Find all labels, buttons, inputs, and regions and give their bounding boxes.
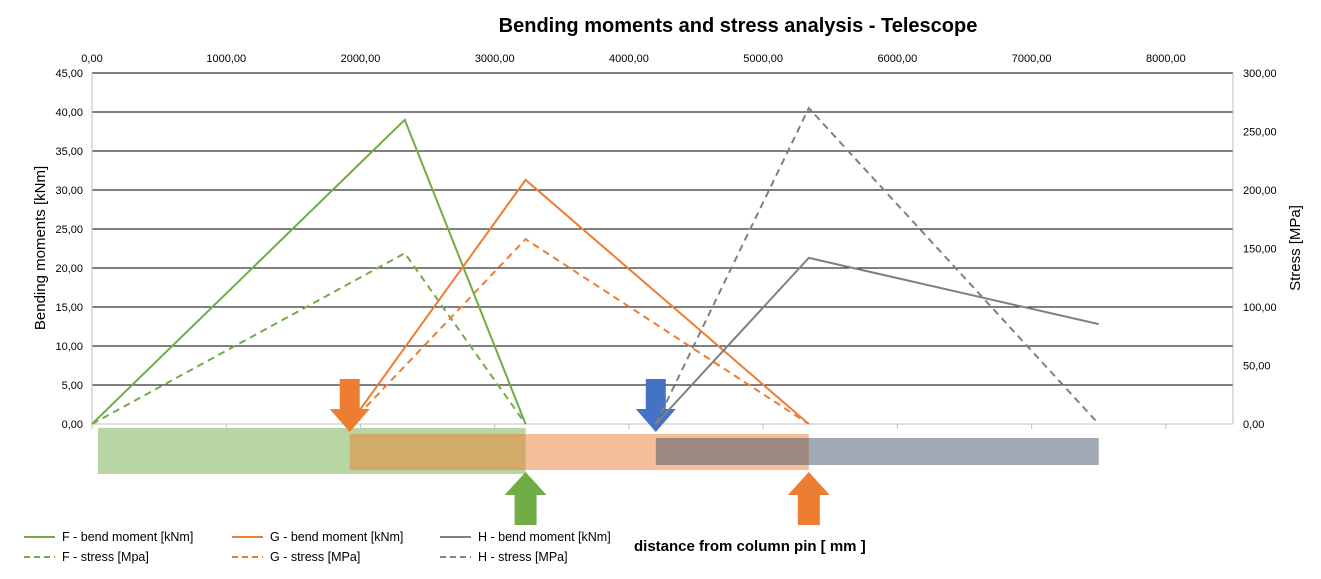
chart-title: Bending moments and stress analysis - Te… bbox=[499, 15, 978, 37]
y2-axis-label: Stress [MPa] bbox=[1287, 205, 1304, 291]
y-axis-ticks: 0,00 5,00 10,00 15,00 20,00 25,00 30,00 35,00 40… bbox=[55, 68, 83, 431]
y2-axis-ticks: 0,00 50,00 100,00 150,00 200,00 250,00 300,00 bbox=[1243, 68, 1277, 431]
arrow-down bbox=[635, 379, 676, 432]
series-line bbox=[91, 251, 527, 425]
x-tick-label: 2000,00 bbox=[341, 53, 381, 65]
legend-label: F - bend moment [kNm] bbox=[62, 530, 193, 544]
y2-tick-label: 150,00 bbox=[1243, 244, 1277, 256]
x-tick-label: 8000,00 bbox=[1146, 53, 1186, 65]
x-tick-label: 6000,00 bbox=[878, 53, 918, 65]
y-tick-label: 15,00 bbox=[55, 302, 83, 314]
x-tick-label: 3000,00 bbox=[475, 53, 515, 65]
x-tick-label: 0,00 bbox=[81, 53, 102, 65]
y-tick-label: 45,00 bbox=[55, 68, 83, 80]
y-tick-label: 20,00 bbox=[55, 263, 83, 275]
series-line bbox=[348, 178, 810, 425]
x-tick-label: 1000,00 bbox=[206, 53, 246, 65]
y2-tick-label: 200,00 bbox=[1243, 185, 1277, 197]
y-tick-label: 35,00 bbox=[55, 146, 83, 158]
y-tick-label: 30,00 bbox=[55, 185, 83, 197]
series-line bbox=[654, 106, 1100, 425]
y2-tick-label: 0,00 bbox=[1243, 419, 1264, 431]
arrow-up bbox=[787, 472, 830, 525]
y-tick-label: 0,00 bbox=[62, 419, 83, 431]
legend-label: G - bend moment [kNm] bbox=[270, 530, 403, 544]
y-tick-label: 10,00 bbox=[55, 341, 83, 353]
x-axis-label: distance from column pin [ mm ] bbox=[634, 538, 866, 555]
series-line bbox=[349, 237, 810, 425]
legend: F - bend moment [kNm] F - stress [Mpa] G -… bbox=[24, 530, 611, 564]
y2-tick-label: 250,00 bbox=[1243, 127, 1277, 139]
x-tick-label: 5000,00 bbox=[743, 53, 783, 65]
y2-tick-label: 300,00 bbox=[1243, 68, 1277, 80]
y-tick-label: 5,00 bbox=[62, 380, 83, 392]
series-line bbox=[655, 256, 1099, 425]
y-axis-label: Bending moments [kNm] bbox=[32, 166, 49, 330]
legend-label: H - stress [MPa] bbox=[478, 550, 568, 564]
y-tick-label: 40,00 bbox=[55, 107, 83, 119]
series-line bbox=[91, 118, 527, 425]
x-axis-ticks: 0,00 1000,00 2000,00 3000,00 4000,00 5000,00 6… bbox=[81, 53, 1186, 429]
legend-label: H - bend moment [kNm] bbox=[478, 530, 611, 544]
arrow-down bbox=[329, 379, 370, 432]
x-tick-label: 7000,00 bbox=[1012, 53, 1052, 65]
x-tick-label: 4000,00 bbox=[609, 53, 649, 65]
legend-label: F - stress [Mpa] bbox=[62, 550, 149, 564]
gridlines bbox=[91, 72, 1234, 425]
data-series bbox=[91, 106, 1100, 425]
member-bar-h bbox=[655, 438, 1099, 465]
y2-tick-label: 50,00 bbox=[1243, 361, 1271, 373]
arrow-up bbox=[504, 472, 547, 525]
legend-label: G - stress [MPa] bbox=[270, 550, 360, 564]
y2-tick-label: 100,00 bbox=[1243, 302, 1277, 314]
support-arrows bbox=[329, 379, 830, 525]
member-bars bbox=[98, 428, 1099, 474]
y-tick-label: 25,00 bbox=[55, 224, 83, 236]
